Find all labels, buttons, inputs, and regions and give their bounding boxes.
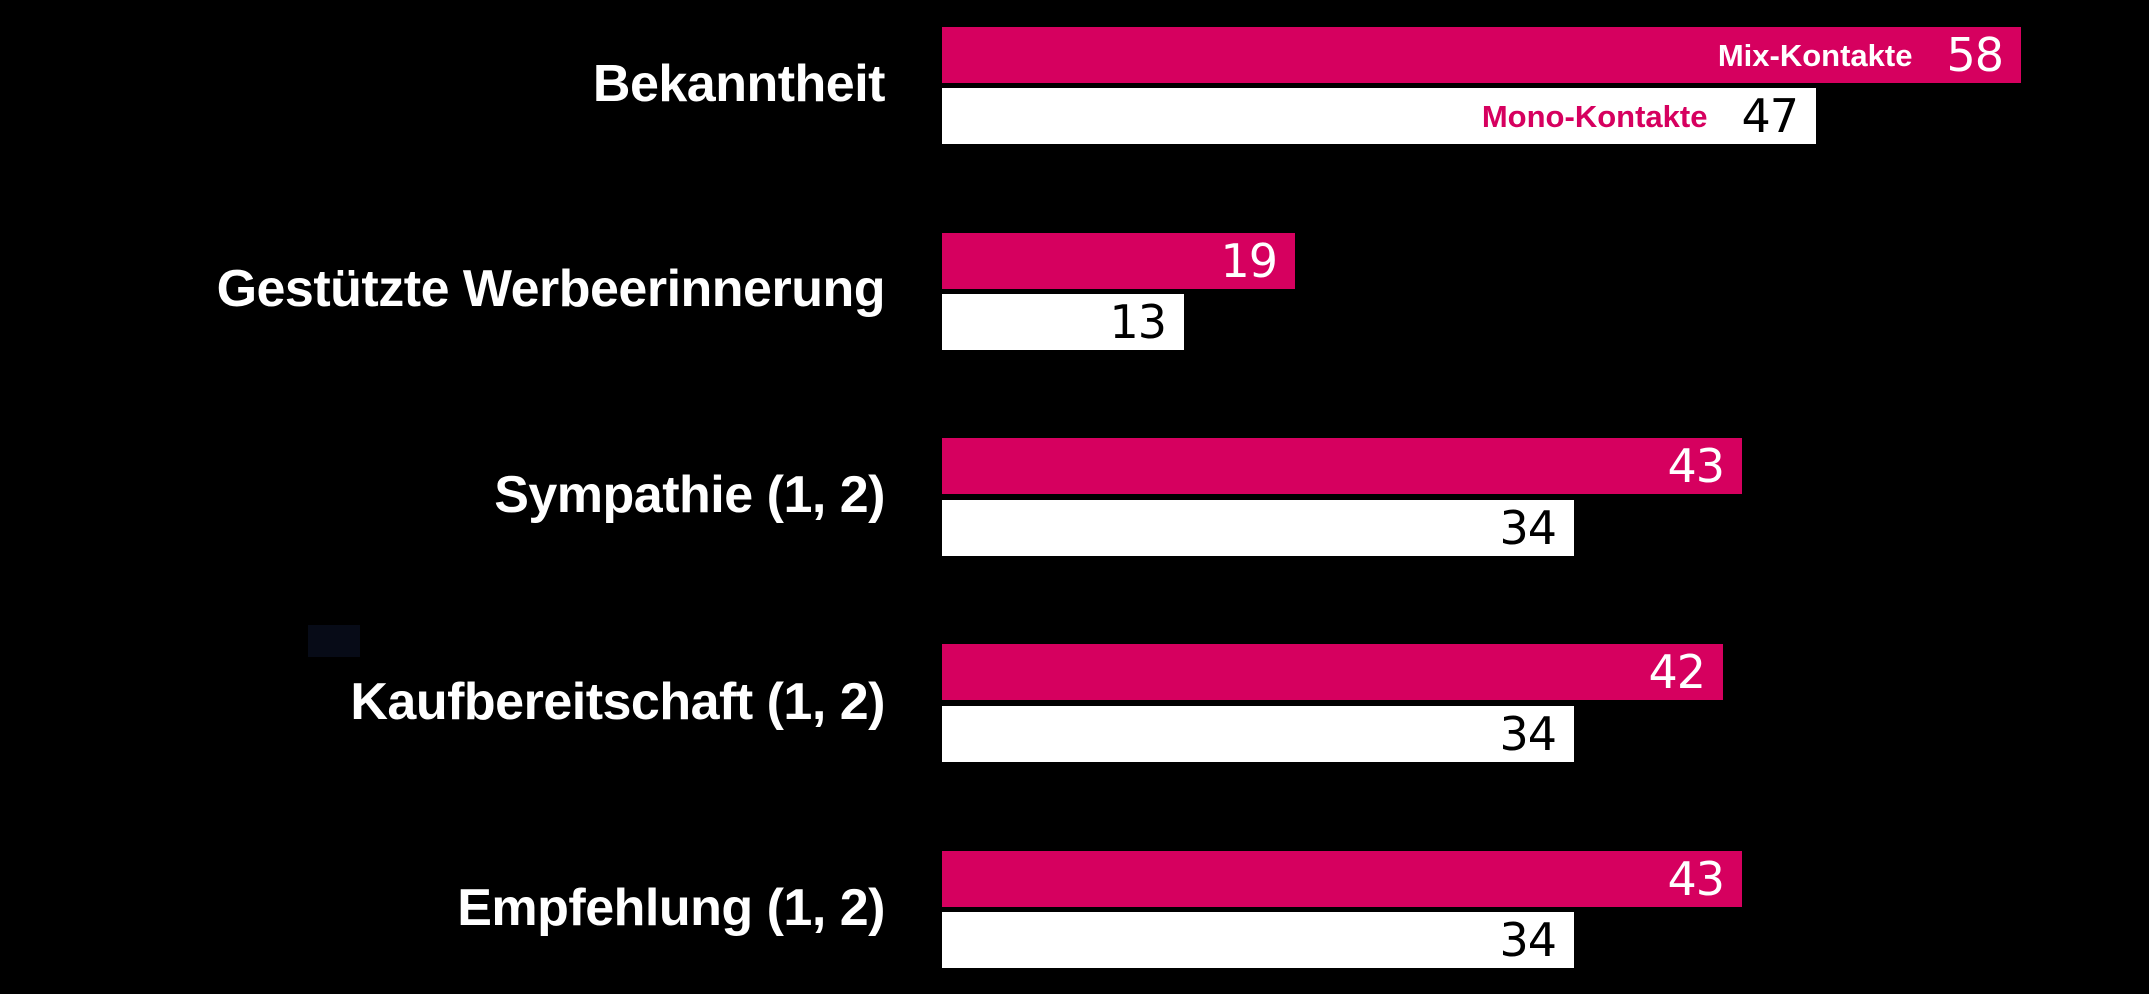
- bar-mix-werbeerinnerung: 19: [942, 233, 1295, 289]
- value-label: 43: [1667, 852, 1725, 906]
- bar-mix-bekanntheit: Mix-Kontakte 58: [942, 27, 2021, 83]
- bar-mix-empfehlung: 43: [942, 851, 1742, 907]
- category-label-bekanntheit: Bekanntheit: [592, 55, 886, 113]
- bar-mono-sympathie: 34: [942, 500, 1574, 556]
- legend-label-mix: Mix-Kontakte: [1717, 37, 1913, 73]
- bar-mix-kaufbereitschaft: 42: [942, 644, 1723, 700]
- bar-mono-werbeerinnerung: 13: [942, 294, 1184, 350]
- value-label: 47: [1741, 89, 1799, 143]
- bar-mono-kaufbereitschaft: 34: [942, 706, 1574, 762]
- value-label: 58: [1946, 28, 2004, 82]
- bar-mix-sympathie: 43: [942, 438, 1742, 494]
- category-label-kaufbereitschaft: Kaufbereitschaft (1, 2): [350, 673, 885, 731]
- category-label-sympathie: Sympathie (1, 2): [494, 466, 885, 524]
- value-label: 19: [1220, 234, 1278, 288]
- decorative-box: [308, 625, 360, 657]
- category-label-empfehlung: Empfehlung (1, 2): [457, 879, 885, 937]
- legend-label-mono: Mono-Kontakte: [1481, 98, 1708, 134]
- bar-mono-empfehlung: 34: [942, 912, 1574, 968]
- value-label: 34: [1499, 913, 1557, 967]
- value-label: 34: [1499, 501, 1557, 555]
- value-label: 43: [1667, 439, 1725, 493]
- value-label: 34: [1499, 707, 1557, 761]
- value-label: 42: [1648, 645, 1706, 699]
- value-label: 13: [1109, 295, 1167, 349]
- category-label-gestuetzte-werbeerinnerung: Gestützte Werbeerinnerung: [216, 260, 886, 318]
- bar-mono-bekanntheit: Mono-Kontakte 47: [942, 88, 1816, 144]
